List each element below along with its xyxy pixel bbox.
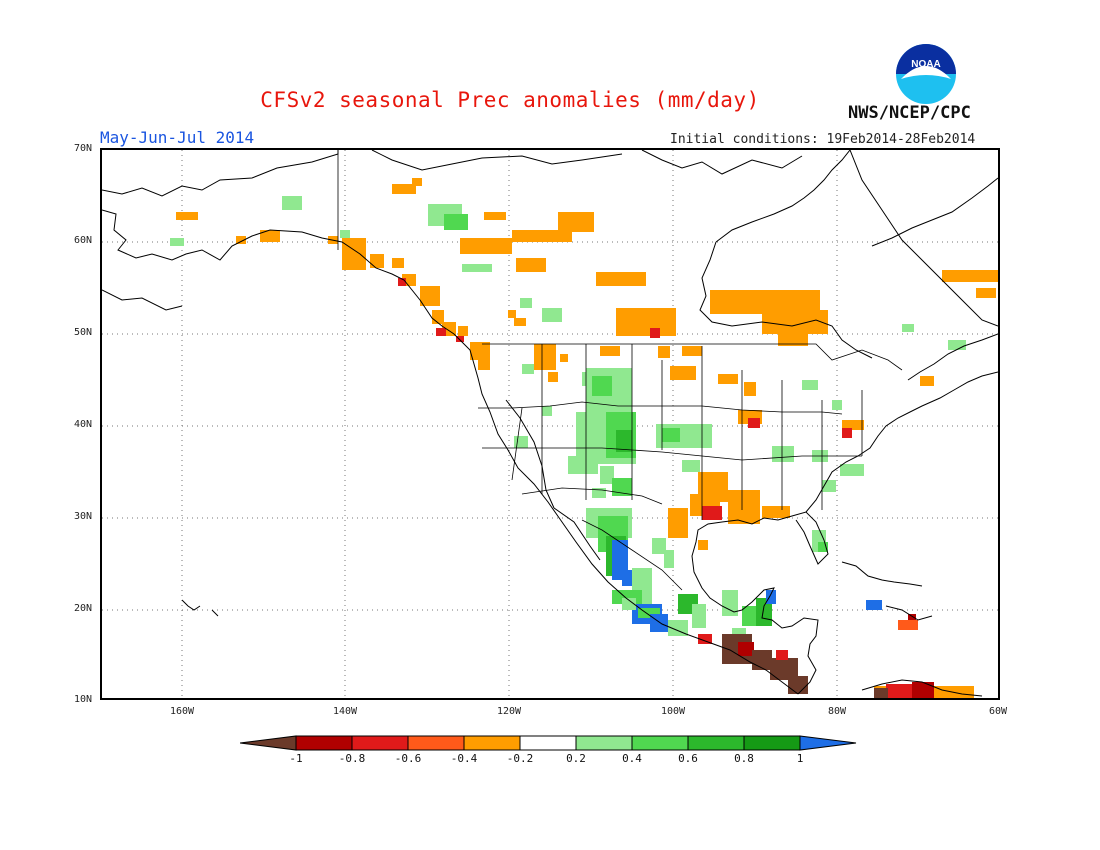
colorbar-graphic <box>239 735 857 751</box>
colorbar-label: -0.2 <box>506 752 534 765</box>
colorbar-segment <box>239 735 297 751</box>
lon-label: 160W <box>169 706 195 717</box>
noaa-logo: NOAA <box>895 43 957 105</box>
lat-label: 50N <box>74 327 93 338</box>
lon-label: 120W <box>496 706 522 717</box>
season-label: May-Jun-Jul 2014 <box>100 128 255 147</box>
noaa-logo-text: NOAA <box>911 59 940 70</box>
initial-conditions-label: Initial conditions: 19Feb2014-28Feb2014 <box>670 132 976 147</box>
colorbar-segment <box>407 735 465 751</box>
colorbar-segment <box>687 735 745 751</box>
chart-title: CFSv2 seasonal Prec anomalies (mm/day) <box>260 88 760 112</box>
colorbar-label: 0.2 <box>566 752 586 765</box>
colorbar <box>239 734 862 756</box>
colorbar-label: 0.8 <box>734 752 754 765</box>
colorbar-segment <box>295 735 353 751</box>
colorbar-label: -0.4 <box>450 752 478 765</box>
map-panel <box>100 148 1000 700</box>
coastlines <box>102 150 998 697</box>
colorbar-label: 1 <box>796 752 804 765</box>
colorbar-segment <box>743 735 801 751</box>
colorbar-segment <box>519 735 577 751</box>
colorbar-segment <box>631 735 689 751</box>
lat-label: 70N <box>74 143 93 154</box>
lat-label: 30N <box>74 511 93 522</box>
lon-label: 100W <box>660 706 686 717</box>
lat-label: 60N <box>74 235 93 246</box>
map-canvas <box>102 150 998 698</box>
lat-label: 20N <box>74 603 93 614</box>
colorbar-segment <box>575 735 633 751</box>
anomaly-shading <box>170 178 998 698</box>
lon-label: 140W <box>332 706 358 717</box>
colorbar-segment <box>799 735 857 751</box>
colorbar-segment <box>351 735 409 751</box>
lon-label: 60W <box>988 706 1008 717</box>
political-boundaries <box>337 150 903 591</box>
agency-label: NWS/NCEP/CPC <box>848 103 971 123</box>
colorbar-label: 0.6 <box>678 752 698 765</box>
lat-label: 10N <box>74 694 93 705</box>
colorbar-label: -0.8 <box>338 752 366 765</box>
lat-label: 40N <box>74 419 93 430</box>
colorbar-label: -0.6 <box>394 752 422 765</box>
colorbar-label: -1 <box>289 752 303 765</box>
colorbar-label: 0.4 <box>622 752 642 765</box>
lon-label: 80W <box>827 706 847 717</box>
colorbar-segment <box>463 735 521 751</box>
